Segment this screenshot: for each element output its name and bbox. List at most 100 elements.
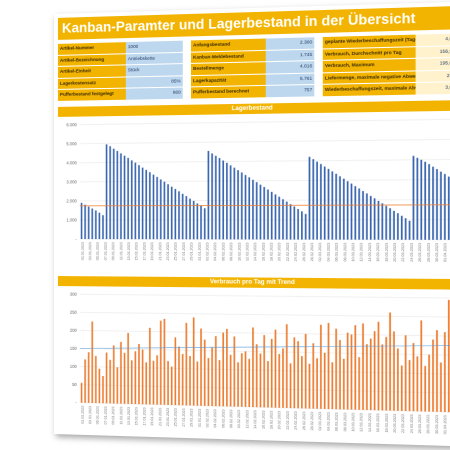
y-tick-label: 2.000 <box>66 198 77 203</box>
param-value[interactable]: 4,00 <box>416 34 450 46</box>
x-tick-label: 20.02.2023 <box>277 411 281 430</box>
bar <box>335 174 337 240</box>
param-label: Bestellmenge <box>191 62 266 74</box>
param-value[interactable]: 3,00 <box>416 82 450 94</box>
bar <box>222 161 224 240</box>
bar <box>343 179 345 240</box>
bar <box>271 192 273 240</box>
bar <box>208 358 210 406</box>
param-value[interactable]: 195,00 <box>416 58 450 70</box>
bar <box>204 208 206 239</box>
bar <box>278 197 280 240</box>
bar <box>278 354 280 408</box>
x-tick-label: 06.02.2023 <box>221 409 225 428</box>
param-value[interactable]: 5.761 <box>266 73 315 85</box>
bar <box>343 359 345 410</box>
param-value[interactable]: 2.300 <box>266 37 315 49</box>
x-tick-label: 28.03.2023 <box>426 243 430 262</box>
bar <box>230 355 232 407</box>
x-tick-label: 22.02.2023 <box>286 243 290 262</box>
x-tick-label: 17.01.2023 <box>142 242 146 260</box>
param-value[interactable]: 860 <box>126 88 183 100</box>
param-value[interactable]: 1000 <box>126 41 183 53</box>
x-tick-label: 10.03.2023 <box>351 413 355 432</box>
bar <box>328 323 330 409</box>
x-tick-label: 04.03.2023 <box>326 412 330 431</box>
param-label: Anfangsbestand <box>191 39 266 52</box>
param-value[interactable]: 85% <box>126 76 183 88</box>
x-tick-label: 01.04.2023 <box>443 415 447 434</box>
bar <box>84 205 86 239</box>
x-tick-label: 12.02.2023 <box>245 410 249 429</box>
bar <box>142 350 144 405</box>
bar <box>171 367 173 405</box>
bar <box>305 334 307 409</box>
param-value[interactable]: 156,94 <box>416 46 450 58</box>
x-tick-label: 23.01.2023 <box>166 242 170 260</box>
y-tick-label: 6.000 <box>66 122 77 127</box>
bar <box>424 366 426 412</box>
bar <box>378 201 380 240</box>
x-tick-label: 10.03.2023 <box>351 243 355 262</box>
bar <box>301 356 303 408</box>
bar <box>282 348 284 408</box>
x-tick-label: 27.01.2023 <box>182 242 186 260</box>
x-tick-label: 09.01.2023 <box>111 242 115 260</box>
x-tick-label: 16.02.2023 <box>261 243 265 262</box>
bar <box>186 323 188 406</box>
bar <box>145 170 147 239</box>
bar <box>393 211 395 240</box>
x-tick-label: 14.02.2023 <box>253 410 257 429</box>
x-tick-label: 03.01.2023 <box>88 406 92 424</box>
param-label: Kanban-Meldebestand <box>191 50 266 63</box>
bar <box>219 360 221 406</box>
x-tick-label: 06.03.2023 <box>335 243 339 262</box>
param-value[interactable]: 4.016 <box>266 61 315 73</box>
x-tick-label: 19.01.2023 <box>150 408 154 426</box>
bar <box>316 162 318 240</box>
param-value[interactable]: 1.745 <box>266 49 315 61</box>
x-tick-label: 28.02.2023 <box>310 412 314 431</box>
bar <box>405 218 407 240</box>
bar <box>275 330 277 408</box>
bar <box>358 188 360 239</box>
x-tick-label: 22.02.2023 <box>286 411 290 430</box>
x-tick-label: 01.01.2023 <box>81 242 85 260</box>
param-value[interactable]: Stück <box>126 64 183 76</box>
bar <box>109 146 111 239</box>
x-tick-label: 24.02.2023 <box>294 411 298 430</box>
y-tick-label: 100 <box>70 364 78 369</box>
bar <box>293 206 295 239</box>
param-row: Pufferbestand festgelegt 860 <box>58 88 183 101</box>
bar <box>175 189 177 239</box>
bar <box>397 348 399 410</box>
bar <box>370 339 372 411</box>
x-tick-label: 24.03.2023 <box>409 243 413 262</box>
bar <box>309 157 311 240</box>
bar <box>241 353 243 407</box>
x-tick-label: 06.03.2023 <box>335 412 339 431</box>
bar <box>138 344 140 404</box>
param-label: Verbrauch, Maximum <box>323 59 416 72</box>
bar <box>347 181 349 239</box>
bar <box>416 158 418 240</box>
bar <box>354 325 356 410</box>
bar <box>189 356 191 406</box>
param-label: Pufferbestand berechnet <box>191 86 266 98</box>
bar <box>131 360 133 404</box>
bar <box>95 210 97 239</box>
bar <box>331 362 333 409</box>
param-value[interactable]: 216 <box>416 70 450 82</box>
x-tick-label: 03.01.2023 <box>88 242 92 260</box>
x-tick-label: 08.03.2023 <box>343 413 347 432</box>
param-value[interactable]: Antriebskette <box>126 52 183 64</box>
x-tick-label: 29.01.2023 <box>190 242 194 260</box>
x-tick-label: 11.01.2023 <box>119 407 123 425</box>
bar <box>389 312 391 410</box>
bar <box>237 170 239 239</box>
bar <box>131 160 133 239</box>
bar <box>226 163 228 240</box>
param-value[interactable]: 757 <box>266 85 315 97</box>
params-right-table: geplante Wiederbeschaffungszeit (Tage) 4,… <box>323 34 450 97</box>
bar <box>416 356 418 411</box>
